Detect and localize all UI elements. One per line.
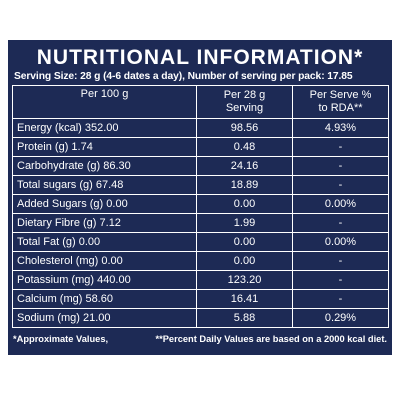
header-rda-line1: Per Serve % bbox=[309, 89, 372, 101]
rda-cell: - bbox=[292, 251, 389, 271]
rda-cell: - bbox=[292, 156, 389, 176]
table-row: Added Sugars (g) 0.00 0.00 0.00% bbox=[12, 194, 389, 214]
rda-cell: - bbox=[292, 213, 389, 233]
table-row: Potassium (mg) 440.00 123.20- bbox=[12, 270, 389, 290]
rda-cell: 0.00% bbox=[292, 232, 389, 252]
nutrient-cell: Carbohydrate (g) 86.30 bbox=[12, 156, 197, 176]
rda-cell: - bbox=[292, 137, 389, 157]
rda-cell: - bbox=[292, 175, 389, 195]
per-serving-cell: 98.56 bbox=[196, 118, 293, 138]
header-rda-line2: to RDA** bbox=[318, 102, 363, 114]
table-row: Cholesterol (mg) 0.00 0.00- bbox=[12, 251, 389, 271]
nutrient-cell: Cholesterol (mg) 0.00 bbox=[12, 251, 197, 271]
rda-cell: - bbox=[292, 270, 389, 290]
per-serving-cell: 24.16 bbox=[196, 156, 293, 176]
per-serving-cell: 0.00 bbox=[196, 194, 293, 214]
rda-cell: 0.00% bbox=[292, 194, 389, 214]
per-serving-cell: 16.41 bbox=[196, 289, 293, 309]
per-serving-cell: 0.48 bbox=[196, 137, 293, 157]
rda-cell: 0.29% bbox=[292, 308, 389, 328]
per-serving-cell: 0.00 bbox=[196, 251, 293, 271]
nutrient-cell: Added Sugars (g) 0.00 bbox=[12, 194, 197, 214]
rda-cell: 4.93% bbox=[292, 118, 389, 138]
per-serving-cell: 1.99 bbox=[196, 213, 293, 233]
table-row: Calcium (mg) 58.60 16.41- bbox=[12, 289, 389, 309]
nutrition-table: Per 100 g Per 28 g Serving Per Serve % t… bbox=[12, 85, 389, 328]
table-row: Energy (kcal) 352.00 98.56 4.93% bbox=[12, 118, 389, 138]
footnotes: *Approximate Values, **Percent Daily Val… bbox=[12, 333, 388, 345]
footnote-approx: *Approximate Values, bbox=[13, 334, 109, 344]
per-serving-cell: 5.88 bbox=[196, 308, 293, 328]
per-serving-cell: 0.00 bbox=[196, 232, 293, 252]
rda-cell: - bbox=[292, 289, 389, 309]
nutrient-cell: Calcium (mg) 58.60 bbox=[12, 289, 197, 309]
table-row: Total sugars (g) 67.48 18.89- bbox=[12, 175, 389, 195]
table-row: Carbohydrate (g) 86.30 24.16- bbox=[12, 156, 389, 176]
table-row: Dietary Fibre (g) 7.12 1.99- bbox=[12, 213, 389, 233]
table-header-row: Per 100 g Per 28 g Serving Per Serve % t… bbox=[12, 85, 389, 119]
header-per-serving: Per 28 g Serving bbox=[196, 85, 293, 119]
nutrient-cell: Energy (kcal) 352.00 bbox=[12, 118, 197, 138]
serving-info: Serving Size: 28 g (4-6 dates a day), Nu… bbox=[14, 71, 353, 82]
nutrition-panel: NUTRITIONAL INFORMATION* Serving Size: 2… bbox=[8, 40, 392, 355]
nutrient-cell: Total Fat (g) 0.00 bbox=[12, 232, 197, 252]
header-per-100g: Per 100 g bbox=[12, 85, 197, 119]
nutrient-cell: Total sugars (g) 67.48 bbox=[12, 175, 197, 195]
nutrient-cell: Protein (g) 1.74 bbox=[12, 137, 197, 157]
header-rda: Per Serve % to RDA** bbox=[292, 85, 389, 119]
table-row: Protein (g) 1.74 0.48- bbox=[12, 137, 389, 157]
nutrient-cell: Sodium (mg) 21.00 bbox=[12, 308, 197, 328]
nutrient-cell: Potassium (mg) 440.00 bbox=[12, 270, 197, 290]
table-row: Total Fat (g) 0.00 0.00 0.00% bbox=[12, 232, 389, 252]
per-serving-cell: 123.20 bbox=[196, 270, 293, 290]
panel-title: NUTRITIONAL INFORMATION* bbox=[36, 46, 364, 69]
per-serving-cell: 18.89 bbox=[196, 175, 293, 195]
table-row: Sodium (mg) 21.00 5.88 0.29% bbox=[12, 308, 389, 328]
nutrient-cell: Dietary Fibre (g) 7.12 bbox=[12, 213, 197, 233]
header-per-serving-line1: Per 28 g bbox=[223, 89, 266, 101]
footnote-daily-values: **Percent Daily Values are based on a 20… bbox=[155, 334, 387, 344]
header-per-serving-line2: Serving bbox=[225, 102, 264, 114]
